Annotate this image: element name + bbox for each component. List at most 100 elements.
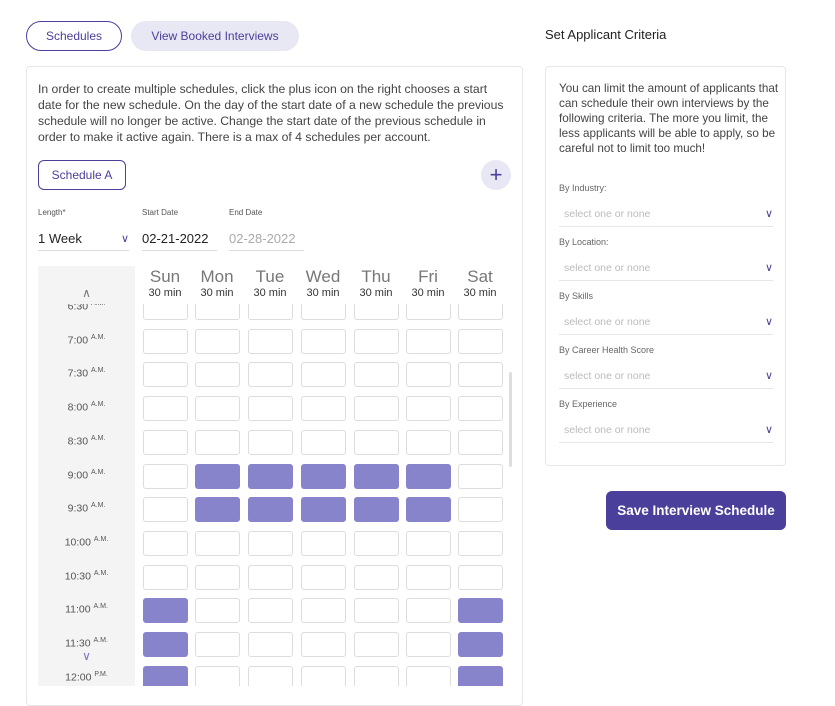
time-slot-cell[interactable] — [354, 632, 399, 657]
start-date-input[interactable]: 02-21-2022 — [142, 227, 217, 251]
time-slot-cell[interactable] — [248, 328, 293, 354]
time-slot-cell[interactable] — [143, 632, 188, 657]
time-slot-cell[interactable] — [143, 598, 188, 624]
scroll-down-chevron-icon[interactable]: ∨ — [82, 649, 91, 663]
time-slot-cell[interactable] — [301, 497, 346, 523]
time-slot-cell[interactable] — [301, 598, 346, 624]
time-slot-cell[interactable] — [458, 632, 503, 657]
time-slot-cell[interactable] — [354, 530, 399, 556]
time-slot-cell[interactable] — [354, 429, 399, 455]
time-slot-cell[interactable] — [301, 304, 346, 320]
time-slot-cell[interactable] — [195, 497, 240, 523]
time-slot-cell[interactable] — [248, 362, 293, 388]
time-slot-cell[interactable] — [354, 598, 399, 624]
time-slot-cell[interactable] — [301, 564, 346, 590]
time-slot-cell[interactable] — [248, 598, 293, 624]
time-ampm: A.M. — [93, 603, 108, 611]
time-slot-cell[interactable] — [248, 530, 293, 556]
scrollbar[interactable] — [509, 372, 512, 467]
time-slot-cell[interactable] — [195, 530, 240, 556]
time-slot-cell[interactable] — [406, 362, 451, 388]
time-slot-cell[interactable] — [458, 530, 503, 556]
time-slot-cell[interactable] — [143, 497, 188, 523]
time-slot-cell[interactable] — [301, 429, 346, 455]
criteria-select[interactable]: select one or none ∨ — [559, 201, 773, 227]
time-slot-cell[interactable] — [195, 632, 240, 657]
time-slot-cell[interactable] — [354, 396, 399, 422]
time-slot-cell[interactable] — [248, 304, 293, 320]
time-slot-cell[interactable] — [301, 328, 346, 354]
time-slot-cell[interactable] — [195, 304, 240, 320]
time-slot-cell[interactable] — [248, 564, 293, 590]
time-slot-cell[interactable] — [406, 328, 451, 354]
time-slot-cell[interactable] — [143, 362, 188, 388]
time-slot-cell[interactable] — [143, 564, 188, 590]
time-slot-cell[interactable] — [406, 564, 451, 590]
time-slot-cell[interactable] — [406, 632, 451, 657]
time-slot-cell[interactable] — [143, 429, 188, 455]
time-slot-cell[interactable] — [301, 463, 346, 489]
time-slot-cell[interactable] — [458, 429, 503, 455]
time-slot-cell[interactable] — [195, 463, 240, 489]
time-slot-cell[interactable] — [458, 463, 503, 489]
time-slot-cell[interactable] — [143, 463, 188, 489]
time-slot-cell[interactable] — [406, 497, 451, 523]
criteria-select[interactable]: select one or none ∨ — [559, 417, 773, 443]
tab-view-booked-interviews[interactable]: View Booked Interviews — [131, 21, 299, 51]
time-slot-cell[interactable] — [458, 304, 503, 320]
length-select[interactable]: 1 Week ∨ — [38, 227, 129, 251]
time-slot-cell[interactable] — [143, 396, 188, 422]
time-slot-cell[interactable] — [195, 429, 240, 455]
time-slot-cell[interactable] — [406, 304, 451, 320]
time-slot-cell[interactable] — [248, 497, 293, 523]
time-slot-cell[interactable] — [458, 598, 503, 624]
time-slot-cell[interactable] — [301, 362, 346, 388]
criteria-select[interactable]: select one or none ∨ — [559, 255, 773, 281]
tab-schedules[interactable]: Schedules — [26, 21, 122, 51]
time-slot-cell[interactable] — [248, 396, 293, 422]
time-slot-cell[interactable] — [458, 328, 503, 354]
time-slot-cell[interactable] — [406, 396, 451, 422]
criteria-select[interactable]: select one or none ∨ — [559, 309, 773, 335]
time-slot-cell[interactable] — [301, 632, 346, 657]
time-slot-cell[interactable] — [195, 564, 240, 590]
time-slot-cell[interactable] — [406, 598, 451, 624]
day-name: Mon — [200, 267, 234, 286]
save-interview-schedule-button[interactable]: Save Interview Schedule — [606, 491, 786, 530]
time-slot-cell[interactable] — [301, 530, 346, 556]
schedule-a-button[interactable]: Schedule A — [38, 160, 126, 190]
time-slot-cell[interactable] — [301, 396, 346, 422]
time-slot-cell[interactable] — [143, 328, 188, 354]
time-slot-cell[interactable] — [143, 530, 188, 556]
time-slot-cell[interactable] — [195, 328, 240, 354]
time-slot-cell[interactable] — [248, 429, 293, 455]
add-schedule-plus-icon[interactable]: + — [481, 160, 511, 190]
time-slot-cell[interactable] — [248, 463, 293, 489]
time-slot-cell[interactable] — [354, 328, 399, 354]
time-slot-cell[interactable] — [354, 362, 399, 388]
time-slot-cell[interactable] — [195, 362, 240, 388]
time-slot-cell[interactable] — [458, 497, 503, 523]
time-label: 7:00 A.M. — [38, 334, 135, 347]
criteria-label: By Experience — [559, 399, 618, 409]
time-slot-cell[interactable] — [354, 304, 399, 320]
time-slot-cell[interactable] — [406, 429, 451, 455]
time-slots: 6:30 A.M.7:00 A.M.7:30 A.M.8:00 A.M.8:30… — [38, 304, 513, 686]
time-slot-cell[interactable] — [458, 396, 503, 422]
time-slot-cell[interactable] — [354, 497, 399, 523]
time-slot-cell[interactable] — [195, 598, 240, 624]
time-slot-cell[interactable] — [458, 362, 503, 388]
time-value: 7:00 — [67, 334, 89, 347]
slot-length: 30 min — [148, 287, 182, 299]
criteria-select[interactable]: select one or none ∨ — [559, 363, 773, 389]
time-slot-cell[interactable] — [406, 463, 451, 489]
time-slot-cell[interactable] — [406, 530, 451, 556]
time-slot-cell[interactable] — [195, 396, 240, 422]
time-slot-cell[interactable] — [143, 304, 188, 320]
scroll-up-chevron-icon[interactable]: ∧ — [82, 286, 91, 300]
time-slot-cell[interactable] — [354, 463, 399, 489]
time-slot-cell[interactable] — [354, 564, 399, 590]
time-slot-cell[interactable] — [248, 632, 293, 657]
slot-length: 30 min — [359, 287, 393, 299]
time-slot-cell[interactable] — [458, 564, 503, 590]
